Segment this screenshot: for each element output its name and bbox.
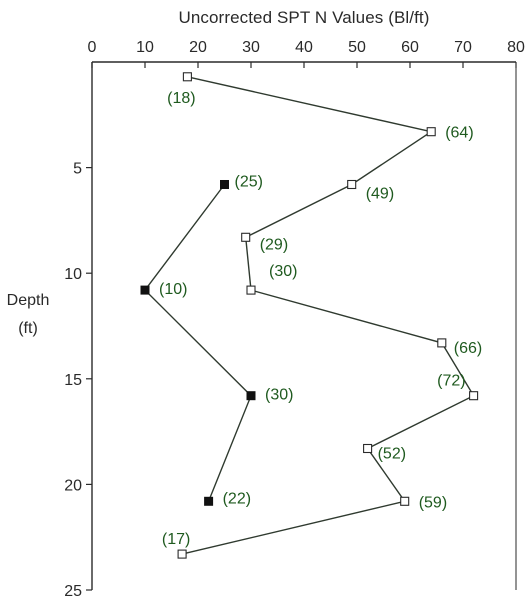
data-label: (64)	[445, 125, 473, 142]
data-label: (52)	[378, 445, 406, 462]
y-tick-label: 10	[64, 266, 82, 283]
data-label: (17)	[162, 531, 190, 548]
data-point-open-square	[469, 391, 479, 401]
series-line-2	[144, 184, 252, 502]
data-point-open-square	[437, 338, 447, 348]
y-tick-label: 20	[64, 477, 82, 494]
data-label: (59)	[419, 494, 447, 511]
x-tick-label: 10	[136, 39, 154, 56]
data-label: (49)	[366, 185, 394, 202]
x-tick-label: 40	[295, 39, 313, 56]
y-axis-label-depth: Depth	[6, 292, 50, 309]
data-point-filled-square	[246, 391, 256, 401]
data-point-open-square	[347, 179, 357, 190]
x-tick-label: 80	[507, 39, 525, 56]
y-tick-label: 15	[64, 372, 82, 389]
data-label: (22)	[223, 490, 251, 507]
x-tick-label: 20	[189, 39, 207, 56]
data-label: (18)	[167, 90, 195, 107]
data-point-open-square	[241, 232, 251, 242]
x-tick-label: 30	[242, 39, 260, 56]
data-point-open-square	[177, 549, 187, 559]
data-point-open-square	[246, 285, 256, 295]
data-label: (30)	[265, 387, 293, 404]
data-point-open-square	[426, 127, 436, 137]
data-label: (10)	[159, 281, 187, 298]
chart-title: Uncorrected SPT N Values (Bl/ft)	[178, 8, 430, 27]
data-label: (30)	[269, 263, 297, 280]
x-tick-label: 50	[348, 39, 366, 56]
y-tick-label: 25	[64, 583, 82, 596]
x-tick-label: 0	[88, 39, 97, 56]
data-point-filled-square	[140, 285, 150, 295]
data-point-filled-square	[220, 179, 229, 189]
data-point-open-square	[400, 496, 410, 506]
data-point-filled-square	[204, 496, 214, 506]
y-tick-label: 5	[73, 161, 82, 178]
series-line-1	[181, 76, 475, 555]
data-point-open-square	[182, 72, 192, 82]
y-axis-label-unit: (ft)	[18, 320, 38, 337]
x-tick-label: 70	[454, 39, 472, 56]
data-label: (25)	[235, 173, 263, 190]
data-label: (66)	[454, 340, 482, 357]
data-label: (72)	[437, 373, 465, 390]
x-tick-label: 60	[401, 39, 419, 56]
data-label: (29)	[260, 236, 288, 253]
data-point-open-square	[363, 443, 373, 454]
